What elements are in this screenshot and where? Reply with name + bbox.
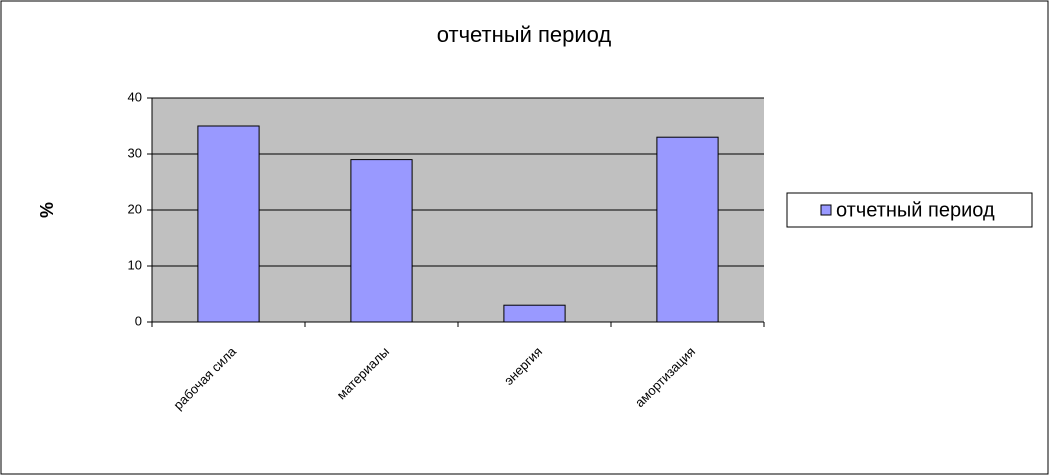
y-tick-label: 20 <box>128 201 142 216</box>
bar <box>503 304 566 323</box>
bar <box>350 159 413 323</box>
bar <box>656 136 719 323</box>
y-tick-label: 0 <box>135 313 142 328</box>
y-tick-label: 30 <box>128 145 142 160</box>
chart-title: отчетный период <box>437 22 612 47</box>
y-tick-label: 40 <box>128 89 142 104</box>
y-axis-label: % <box>37 202 57 218</box>
legend-swatch <box>820 204 832 216</box>
bar <box>197 125 260 323</box>
legend-label: отчетный период <box>836 199 995 221</box>
y-tick-label: 10 <box>128 257 142 272</box>
